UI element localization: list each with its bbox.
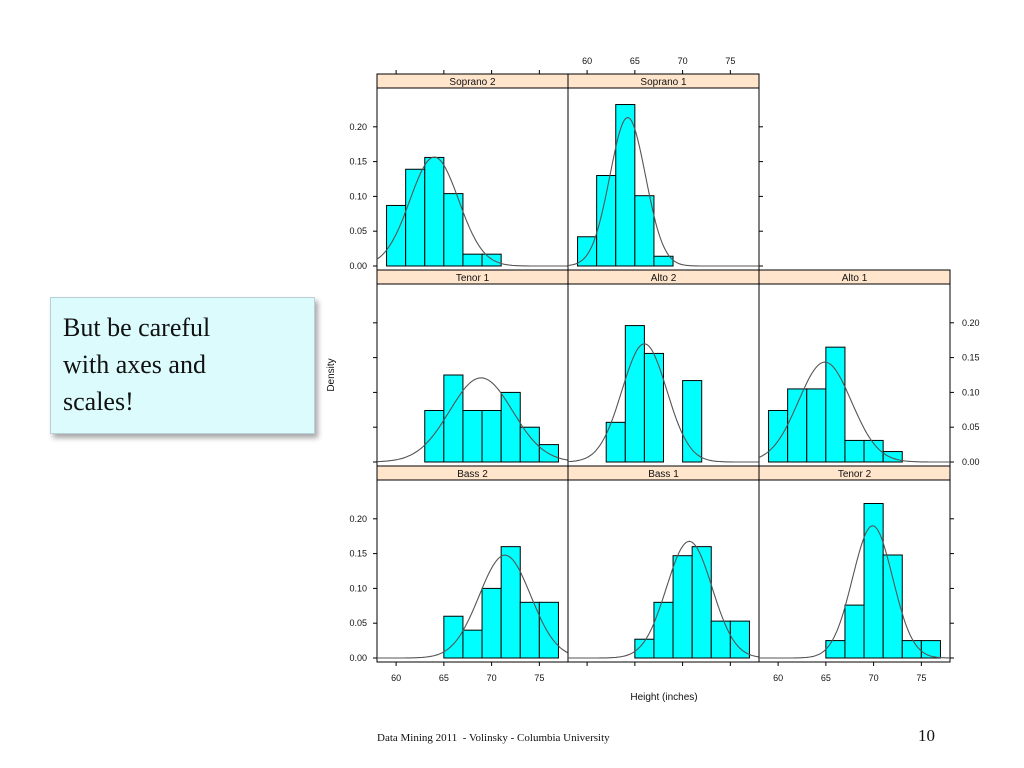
x-tick-label: 70: [487, 673, 497, 683]
histogram-bar: [519, 601, 540, 659]
histogram-bar: [386, 204, 407, 267]
density-curve: [568, 540, 760, 659]
histogram-bar: [462, 409, 483, 463]
panel-strip: [758, 465, 951, 481]
x-axis-label: Height (inches): [630, 692, 697, 703]
histogram-bar: [901, 640, 922, 659]
x-tick-label: 65: [630, 56, 640, 66]
histogram-bar: [882, 451, 903, 463]
x-tick-label: 75: [534, 673, 544, 683]
y-tick-label: 0.20: [349, 122, 367, 132]
x-tick-label: 70: [869, 673, 879, 683]
panel-strip-label: Bass 1: [648, 469, 679, 480]
panel-strip: [567, 73, 760, 89]
y-tick-label: 0.20: [962, 318, 980, 328]
density-curve: [567, 117, 759, 267]
density-curve: [377, 377, 569, 463]
x-tick-label: 60: [391, 673, 401, 683]
histogram-bar: [920, 640, 941, 659]
density-curve: [376, 156, 568, 267]
histogram-bar: [634, 195, 655, 267]
histogram-bar: [653, 255, 674, 267]
y-tick-label: 0.00: [962, 457, 980, 467]
y-tick-label: 0.15: [962, 353, 980, 363]
panel-strip: [758, 269, 951, 285]
x-tick-label: 65: [821, 673, 831, 683]
y-tick-label: 0.05: [349, 226, 367, 236]
x-tick-label: 75: [725, 56, 735, 66]
y-tick-label: 0.10: [962, 387, 980, 397]
histogram-bar: [672, 555, 693, 659]
density-curve: [377, 554, 569, 659]
histogram-bar: [806, 388, 827, 463]
footer-text: Data Mining 2011 - Volinsky - Columbia U…: [377, 732, 610, 744]
panel-strip-label: Soprano 1: [640, 77, 687, 88]
callout-box: But be careful with axes and scales!: [50, 297, 315, 434]
panel-strip-label: Bass 2: [457, 469, 488, 480]
histogram-bar: [596, 175, 617, 267]
panel-strip-label: Soprano 2: [449, 77, 496, 88]
y-tick-label: 0.00: [349, 261, 367, 271]
histogram-bar: [481, 253, 502, 267]
x-tick-label: 60: [773, 673, 783, 683]
density-curve: [759, 525, 950, 659]
y-axis-label: Density: [326, 358, 337, 391]
density-curve: [567, 343, 759, 463]
histogram-bar: [768, 409, 789, 463]
histogram-bar: [424, 409, 445, 463]
histogram-bar: [825, 640, 846, 659]
histogram-bar: [405, 168, 426, 267]
density-curve: [758, 361, 950, 463]
histogram-bar: [844, 604, 865, 659]
histogram-bar: [691, 546, 712, 659]
y-tick-label: 0.20: [349, 514, 367, 524]
histogram-bar: [624, 325, 645, 463]
histogram-bar: [481, 409, 502, 463]
panel-strip-label: Alto 1: [842, 273, 868, 284]
histogram-bar: [825, 346, 846, 463]
x-tick-label: 70: [678, 56, 688, 66]
x-tick-label: 65: [439, 673, 449, 683]
y-tick-label: 0.05: [962, 422, 980, 432]
y-tick-label: 0.00: [349, 653, 367, 663]
callout-text: But be careful with axes and scales!: [63, 313, 211, 416]
histogram-bar: [710, 620, 731, 659]
histogram-bar: [729, 620, 750, 659]
y-tick-label: 0.05: [349, 618, 367, 628]
slide-number: 10: [918, 726, 935, 745]
histogram-bar: [882, 554, 903, 659]
panel-strip-label: Alto 2: [651, 273, 677, 284]
x-tick-label: 75: [916, 673, 926, 683]
x-tick-label: 60: [582, 56, 592, 66]
y-tick-label: 0.10: [349, 191, 367, 201]
histogram-bar: [538, 601, 559, 659]
y-tick-label: 0.15: [349, 549, 367, 559]
histogram-bar: [443, 615, 464, 659]
histogram-bar: [443, 193, 464, 267]
histogram-bar: [863, 502, 884, 659]
histogram-bar: [462, 253, 483, 267]
histogram-bar: [462, 629, 483, 659]
histogram-bar: [615, 104, 636, 267]
histogram-bar: [443, 374, 464, 463]
y-tick-label: 0.15: [349, 157, 367, 167]
histogram-bar: [653, 601, 674, 659]
histogram-bar: [844, 439, 865, 463]
panel-strip-label: Tenor 1: [456, 273, 490, 284]
histogram-bar: [424, 156, 445, 267]
histogram-bar: [481, 587, 502, 659]
y-tick-label: 0.10: [349, 583, 367, 593]
histogram-bar: [682, 380, 703, 463]
panel-strip-label: Tenor 2: [838, 469, 872, 480]
histogram-bar: [500, 546, 521, 659]
histogram-bar: [500, 391, 521, 463]
histogram-bar: [787, 388, 808, 463]
